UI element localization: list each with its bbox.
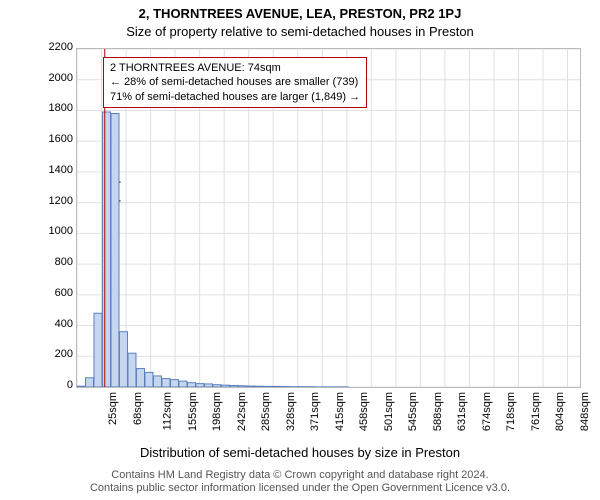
annotation-line-3: 71% of semi-detached houses are larger (… xyxy=(110,90,360,104)
histogram-bar xyxy=(179,381,187,387)
x-tick-label: 718sqm xyxy=(506,392,518,431)
histogram-bar xyxy=(264,386,272,387)
histogram-bar xyxy=(77,386,85,387)
x-tick-label: 285sqm xyxy=(260,392,272,431)
footer-line-1: Contains HM Land Registry data © Crown c… xyxy=(0,469,600,483)
y-tick-label: 1600 xyxy=(33,133,73,145)
x-tick-label: 588sqm xyxy=(432,392,444,431)
y-tick-label: 0 xyxy=(33,379,73,391)
x-tick-label: 631sqm xyxy=(457,392,469,431)
histogram-bar xyxy=(247,386,255,387)
x-tick-label: 68sqm xyxy=(132,392,144,425)
y-tick-label: 200 xyxy=(33,348,73,360)
chart-container: 2, THORNTREES AVENUE, LEA, PRESTON, PR2 … xyxy=(0,0,600,500)
histogram-bar xyxy=(238,386,246,387)
y-tick-label: 2000 xyxy=(33,72,73,84)
histogram-bar xyxy=(128,353,136,387)
x-tick-label: 112sqm xyxy=(161,392,173,430)
x-tick-label: 458sqm xyxy=(358,392,370,431)
histogram-bar xyxy=(187,383,195,387)
x-tick-label: 242sqm xyxy=(236,392,248,431)
annotation-line-1: 2 THORNTREES AVENUE: 74sqm xyxy=(110,61,360,75)
x-tick-label: 674sqm xyxy=(481,392,493,431)
histogram-bar xyxy=(213,385,221,387)
x-tick-label: 198sqm xyxy=(211,392,223,431)
y-tick-label: 2200 xyxy=(33,41,73,53)
histogram-bar xyxy=(153,376,161,387)
footer-line-2: Contains public sector information licen… xyxy=(0,482,600,496)
x-axis-label: Distribution of semi-detached houses by … xyxy=(0,445,600,460)
y-tick-label: 1000 xyxy=(33,225,73,237)
histogram-bar xyxy=(170,380,178,387)
histogram-bar xyxy=(196,384,204,387)
x-tick-label: 415sqm xyxy=(334,392,346,431)
x-tick-label: 761sqm xyxy=(530,392,542,431)
histogram-bar xyxy=(94,313,102,387)
histogram-bar xyxy=(111,114,119,387)
y-tick-label: 400 xyxy=(33,318,73,330)
histogram-bar xyxy=(230,385,238,387)
histogram-bar xyxy=(255,386,263,387)
x-tick-label: 545sqm xyxy=(407,392,419,431)
histogram-bar xyxy=(119,332,127,387)
x-tick-label: 501sqm xyxy=(383,392,395,431)
y-tick-label: 800 xyxy=(33,256,73,268)
histogram-bar xyxy=(102,112,110,387)
histogram-bar xyxy=(85,378,93,387)
chart-title-main: 2, THORNTREES AVENUE, LEA, PRESTON, PR2 … xyxy=(0,6,600,21)
annotation-line-2: ← 28% of semi-detached houses are smalle… xyxy=(110,75,360,89)
x-tick-label: 848sqm xyxy=(579,392,591,431)
x-tick-label: 155sqm xyxy=(187,392,199,431)
y-tick-label: 1800 xyxy=(33,102,73,114)
histogram-bar xyxy=(221,385,229,387)
histogram-bar xyxy=(162,379,170,387)
histogram-bar xyxy=(145,372,153,387)
annotation-box: 2 THORNTREES AVENUE: 74sqm ← 28% of semi… xyxy=(103,57,367,108)
footer-attribution: Contains HM Land Registry data © Crown c… xyxy=(0,469,600,497)
histogram-bar xyxy=(204,384,212,387)
x-tick-label: 328sqm xyxy=(285,392,297,431)
y-tick-label: 1200 xyxy=(33,195,73,207)
x-tick-label: 804sqm xyxy=(555,392,567,431)
chart-title-sub: Size of property relative to semi-detach… xyxy=(0,24,600,39)
y-tick-label: 600 xyxy=(33,287,73,299)
x-tick-label: 25sqm xyxy=(107,392,119,425)
histogram-bar xyxy=(136,369,144,387)
plot-area: 2 THORNTREES AVENUE: 74sqm ← 28% of semi… xyxy=(76,48,581,388)
y-tick-label: 1400 xyxy=(33,164,73,176)
histogram-bar xyxy=(272,386,280,387)
x-tick-label: 371sqm xyxy=(309,392,321,431)
